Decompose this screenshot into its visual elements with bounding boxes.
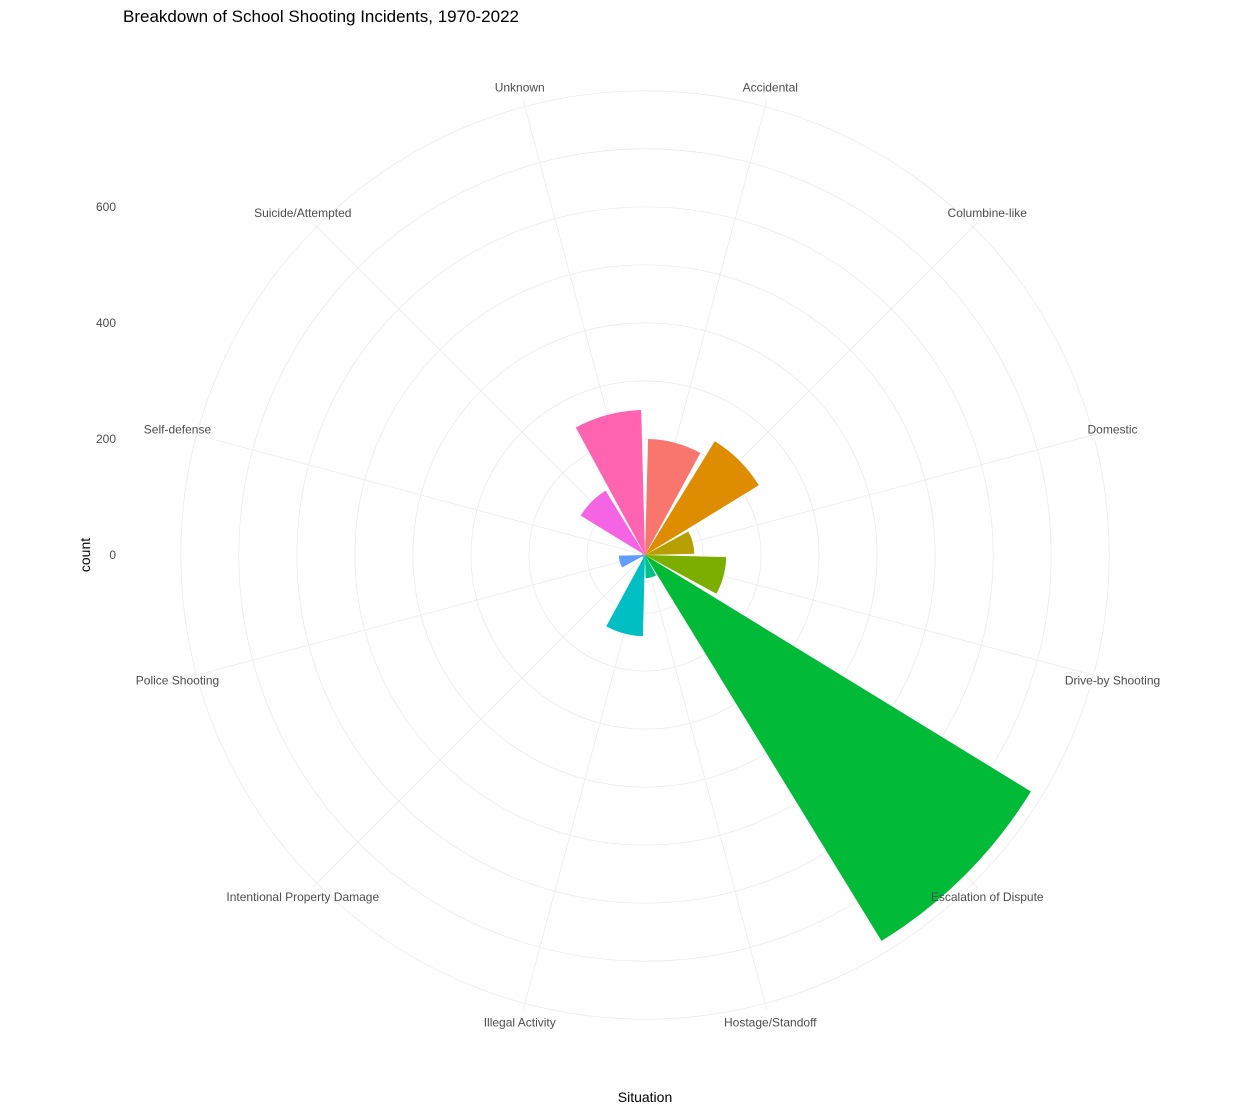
x-axis-title: Situation [618,1089,672,1105]
category-label: Intentional Property Damage [226,890,379,904]
category-label: Unknown [495,80,545,94]
bar-self-defense [642,553,645,555]
category-label: Self-defense [144,423,212,437]
bar-columbine-like [645,441,759,555]
grid-spoke [312,222,646,556]
y-tick-label: 400 [96,316,116,330]
category-label: Accidental [743,80,798,94]
grid-spoke [644,432,1100,556]
bar-escalation-of-dispute [645,555,1031,941]
grid-circle [586,496,704,614]
bar-unknown [575,409,645,555]
bar-accidental [645,438,701,555]
y-tick-label: 600 [96,200,116,214]
bar-drive-by-shooting [645,555,727,594]
grid-circle [412,322,878,788]
category-label: Domestic [1088,423,1138,437]
bar-police-shooting [618,555,645,568]
bar-intentional-property-damage [642,555,645,558]
grid-circle [238,148,1052,962]
category-label: Police Shooting [136,673,219,687]
grid-spoke [190,432,646,556]
y-tick-label: 0 [109,548,116,562]
grid-circle [180,90,1110,1020]
grid-circle [354,264,936,846]
category-label: Hostage/Standoff [724,1016,817,1030]
grid-circle [470,380,820,730]
category-labels: Accidental Columbine-like Domestic Drive-by… [136,80,1160,1029]
grid-circle [528,438,762,672]
bar-domestic [645,531,695,555]
grid-spoke [312,554,646,888]
bar-suicide-attempted [580,490,645,555]
category-label: Escalation of Dispute [931,890,1044,904]
grid-spoke [190,554,646,678]
y-tick-label: 200 [96,432,116,446]
category-label: Illegal Activity [484,1016,556,1030]
chart-title: Breakdown of School Shooting Incidents, … [123,7,519,26]
category-label: Drive-by Shooting [1065,673,1160,687]
grid-circle [296,206,994,904]
y-tick-labels: 0 200 400 600 [96,200,116,562]
category-label: Columbine-like [948,206,1028,220]
bar-hostage-standoff [645,555,657,579]
y-axis-title: count [77,538,93,572]
grid-spoke [644,554,768,1010]
category-label: Suicide/Attempted [254,206,351,220]
bar-illegal-activity [606,555,645,637]
bars [575,409,1031,941]
